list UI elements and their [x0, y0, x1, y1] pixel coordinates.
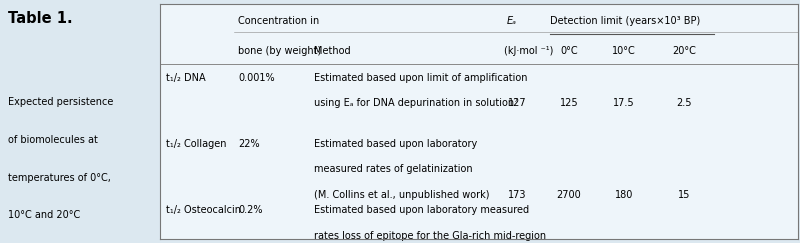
Text: Detection limit (years×10³ BP): Detection limit (years×10³ BP) — [550, 16, 701, 26]
Text: 22%: 22% — [238, 139, 260, 148]
Text: rates loss of epitope for the Gla-rich mid-region: rates loss of epitope for the Gla-rich m… — [314, 231, 546, 241]
Text: Estimated based upon laboratory: Estimated based upon laboratory — [314, 139, 478, 148]
Text: Eₐ: Eₐ — [506, 16, 517, 26]
Text: Estimated based upon limit of amplification: Estimated based upon limit of amplificat… — [314, 73, 528, 83]
Text: Expected persistence: Expected persistence — [8, 97, 114, 107]
Text: t₁/₂ Osteocalcin: t₁/₂ Osteocalcin — [166, 205, 241, 215]
Text: measured rates of gelatinization: measured rates of gelatinization — [314, 164, 473, 174]
Text: 2.5: 2.5 — [676, 98, 692, 108]
Text: 17.5: 17.5 — [613, 98, 635, 108]
Text: 10°C: 10°C — [612, 46, 636, 56]
Text: 20°C: 20°C — [672, 46, 696, 56]
Text: 2700: 2700 — [557, 190, 581, 200]
Bar — [0, 0, 156, 243]
Text: t₁/₂ Collagen: t₁/₂ Collagen — [166, 139, 226, 148]
Text: 0.001%: 0.001% — [238, 73, 275, 83]
Text: t₁/₂ DNA: t₁/₂ DNA — [166, 73, 206, 83]
Text: 125: 125 — [559, 98, 578, 108]
Text: 15: 15 — [678, 190, 690, 200]
Text: 0°C: 0°C — [560, 46, 578, 56]
Text: 180: 180 — [615, 190, 633, 200]
Text: 127: 127 — [507, 98, 526, 108]
Text: Method: Method — [314, 46, 351, 56]
Text: (kJ·mol ⁻¹): (kJ·mol ⁻¹) — [504, 46, 554, 56]
Text: Estimated based upon laboratory measured: Estimated based upon laboratory measured — [314, 205, 530, 215]
Text: 173: 173 — [507, 190, 526, 200]
Text: of biomolecules at: of biomolecules at — [8, 135, 98, 145]
Text: (M. Collins et al., unpublished work): (M. Collins et al., unpublished work) — [314, 190, 490, 200]
Text: 0.2%: 0.2% — [238, 205, 263, 215]
Text: bone (by weight): bone (by weight) — [238, 46, 322, 56]
Text: temperatures of 0°C,: temperatures of 0°C, — [8, 173, 111, 182]
Text: Table 1.: Table 1. — [8, 11, 73, 26]
Text: 10°C and 20°C: 10°C and 20°C — [8, 210, 80, 220]
Text: Concentration in: Concentration in — [238, 16, 320, 26]
Bar — [160, 4, 798, 239]
Text: using Eₐ for DNA depurination in solution⁷: using Eₐ for DNA depurination in solutio… — [314, 98, 518, 108]
